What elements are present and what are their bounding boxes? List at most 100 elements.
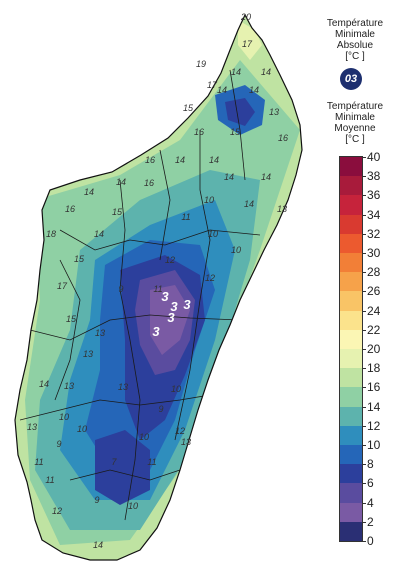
temperature-label: 18	[46, 229, 56, 239]
colorbar-tick-label: 10	[367, 438, 381, 452]
colorbar-tick-label: 40	[367, 150, 381, 164]
temperature-label: 17	[57, 281, 68, 291]
colorbar-tick	[362, 445, 366, 446]
colorbar-tick-label: 38	[367, 169, 381, 184]
absolute-title: Température Minimale Absolue [°C ]	[310, 18, 400, 62]
colorbar-segment	[340, 253, 362, 273]
absolute-min-label: 3	[183, 297, 191, 312]
absolute-min-label: 3	[167, 310, 175, 325]
temperature-label: 14	[217, 85, 227, 95]
temperature-label: 13	[95, 328, 105, 338]
absolute-min-label: 3	[170, 299, 178, 314]
temperature-label: 9	[94, 495, 99, 505]
temperature-label: 14	[224, 172, 234, 182]
colorbar-segment	[340, 425, 362, 446]
colorbar-tick-label: 36	[367, 188, 381, 203]
title-line: Moyenne	[334, 123, 376, 134]
colorbar-tick-label: 8	[367, 457, 374, 472]
colorbar-tick-label: 28	[367, 265, 381, 280]
colorbar-tick	[362, 502, 366, 504]
colorbar-tick-label: 6	[367, 476, 374, 491]
colorbar-tick	[362, 464, 366, 466]
temperature-label: 10	[231, 245, 241, 255]
temperature-label: 14	[249, 85, 259, 95]
colorbar-tick	[362, 310, 366, 312]
colorbar-tick-label: 2	[367, 514, 374, 529]
absolute-title-text: Température Minimale Absolue [°C ]	[310, 18, 400, 62]
colorbar-segment	[340, 483, 362, 504]
temperature-label: 17	[242, 39, 253, 49]
temperature-label: 12	[175, 426, 185, 436]
absolute-min-label: 3	[161, 289, 169, 304]
colorbar-segment	[340, 445, 362, 465]
temperature-label: 17	[207, 80, 218, 90]
colorbar-tick-label: 26	[367, 284, 381, 299]
colorbar-tick	[362, 195, 366, 197]
temperature-label: 15	[74, 254, 85, 264]
temperature-label: 19	[196, 59, 206, 69]
temperature-label: 10	[208, 229, 218, 239]
temperature-label: 14	[261, 172, 271, 182]
title-line: Absolue	[336, 40, 374, 51]
temperature-label: 10	[59, 412, 69, 422]
temperature-label: 13	[27, 422, 37, 432]
colorbar-segment	[340, 464, 362, 484]
temperature-label: 16	[278, 133, 288, 143]
temperature-label: 15	[66, 314, 77, 324]
colorbar-segment	[340, 502, 362, 523]
temperature-label: 15	[183, 103, 194, 113]
colorbar-segment	[340, 310, 362, 331]
temperature-label: 11	[181, 212, 190, 222]
title-line: Minimale	[334, 112, 375, 123]
title-line: Température	[326, 18, 384, 29]
colorbar-tick	[362, 329, 366, 331]
temperature-label: 9	[56, 439, 61, 449]
temperature-label: 13	[118, 382, 128, 392]
temperature-label: 16	[144, 178, 154, 188]
temperature-label: 11	[147, 457, 156, 467]
temperature-label: 12	[52, 506, 62, 516]
temperature-label: 16	[145, 155, 155, 165]
colorbar-segment	[340, 157, 362, 177]
temperature-label: 13	[277, 204, 287, 214]
temperature-label: 11	[45, 475, 54, 485]
colorbar-tick-label: 0	[367, 534, 374, 548]
temperature-label: 16	[65, 204, 75, 214]
temperature-label: 14	[116, 177, 126, 187]
temperature-label: 14	[209, 155, 219, 165]
colorbar-tick	[362, 483, 366, 485]
title-line: [°C ]	[345, 134, 365, 145]
colorbar-tick	[362, 541, 366, 542]
temperature-label: 14	[261, 67, 271, 77]
colorbar	[339, 156, 363, 542]
colorbar-tick-label: 14	[367, 399, 381, 414]
mean-title: Température Minimale Moyenne [°C ]	[310, 101, 400, 145]
absolute-min-badge: 03	[340, 68, 362, 90]
temperature-label: 15	[230, 127, 241, 137]
colorbar-tick-label: 18	[367, 361, 381, 376]
colorbar-tick	[362, 521, 366, 523]
colorbar-segment	[340, 521, 362, 542]
colorbar-segment	[340, 368, 362, 388]
temperature-label: 11	[34, 457, 43, 467]
colorbar-segment	[340, 349, 362, 369]
colorbar-segment	[340, 214, 362, 235]
colorbar-tick-label: 4	[367, 495, 374, 510]
colorbar-tick-label: 22	[367, 322, 381, 337]
temperature-label: 14	[84, 187, 94, 197]
colorbar-tick	[362, 176, 366, 178]
colorbar-tick-label: 16	[367, 380, 381, 395]
temperature-label: 12	[205, 273, 215, 283]
colorbar-tick-label: 34	[367, 207, 381, 222]
colorbar-tick-label: 24	[367, 303, 381, 318]
colorbar-tick	[362, 291, 366, 293]
temperature-label: 14	[94, 229, 104, 239]
temperature-label: 10	[139, 432, 149, 442]
title-line: [°C ]	[345, 51, 365, 62]
colorbar-tick-label: 20	[367, 342, 381, 356]
colorbar-tick-label: 30	[367, 246, 381, 260]
temperature-label: 14	[231, 67, 241, 77]
colorbar-segment	[340, 233, 362, 254]
title-line: Température	[326, 101, 384, 112]
